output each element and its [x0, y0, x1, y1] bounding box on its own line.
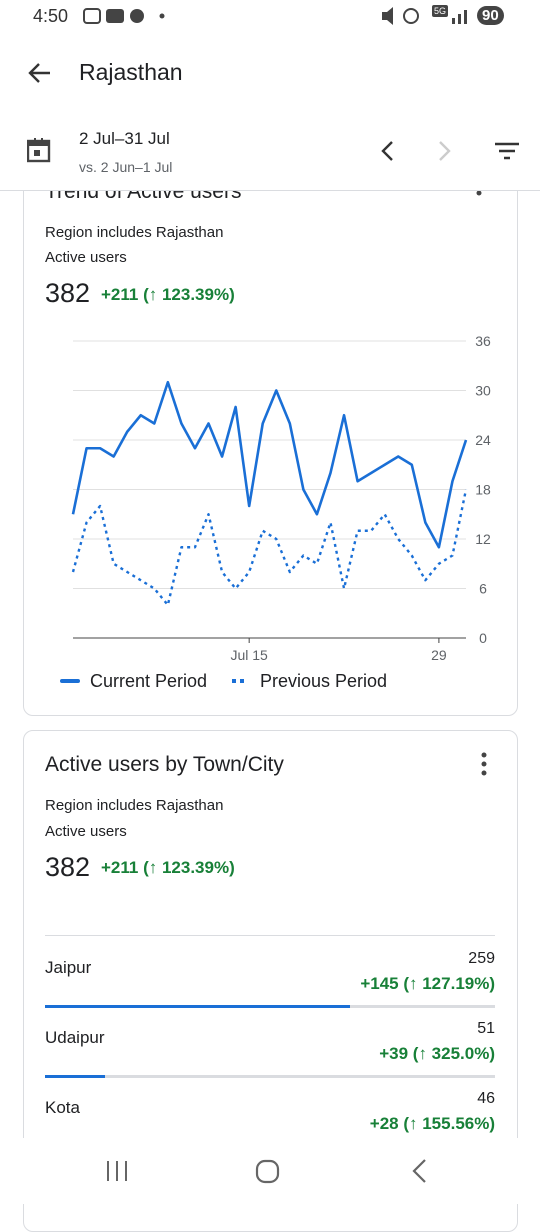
page-title: Rajasthan	[79, 59, 183, 85]
filter-button[interactable]	[494, 142, 520, 160]
status-icons	[83, 8, 165, 24]
city-name: Kota	[45, 1098, 80, 1117]
city-name: Udaipur	[45, 1028, 105, 1047]
city-value: 259	[468, 950, 495, 967]
metric-name: Active users	[45, 823, 127, 840]
city-change: +28 (↑ 155.56%)	[369, 1114, 495, 1133]
legend-label: Previous Period	[260, 671, 387, 691]
x-tick-label: 29	[431, 647, 447, 663]
region-note: Region includes Rajasthan	[45, 797, 224, 814]
nav-icons	[107, 1159, 426, 1184]
date-range[interactable]: 2 Jul–31 Jul	[79, 129, 170, 148]
network-badge: 5G	[432, 5, 449, 17]
city-change: +145 (↑ 127.19%)	[360, 974, 495, 993]
y-tick-label: 18	[475, 482, 491, 498]
card-title: Active users by Town/City	[45, 753, 284, 776]
trend-chart: 0 6 12 18 24 30 36 Jul 15 29 Current Period Previo…	[60, 333, 491, 691]
next-button[interactable]	[436, 140, 452, 162]
metric-name: Active users	[45, 249, 127, 266]
battery: 90	[477, 6, 504, 25]
y-tick-label: 36	[475, 333, 491, 349]
previous-button[interactable]	[380, 140, 396, 162]
series-line	[71, 380, 468, 549]
bar-track	[45, 1075, 495, 1078]
more-menu[interactable]	[481, 752, 487, 783]
back-button[interactable]	[26, 60, 52, 86]
y-tick-label: 30	[475, 383, 491, 399]
app-header: 4:50 5G 90 Rajasthan 2 Jul–31 Jul vs. 2 …	[0, 0, 540, 191]
y-tick-label: 6	[479, 581, 487, 597]
city-change: +39 (↑ 325.0%)	[379, 1044, 495, 1063]
y-tick-label: 24	[475, 432, 491, 448]
metric-change: +211 (↑ 123.39%)	[101, 858, 235, 877]
y-tick-label: 12	[475, 531, 491, 547]
calendar-icon[interactable]	[27, 137, 51, 163]
metric-total: 382	[45, 278, 91, 308]
trend-card	[23, 150, 518, 716]
city-value: 46	[477, 1090, 495, 1107]
metric-change: +211 (↑ 123.39%)	[101, 285, 235, 304]
series-line	[71, 489, 468, 607]
system-icons	[382, 7, 467, 25]
city-bar	[45, 1005, 351, 1008]
clock: 4:50	[33, 6, 69, 26]
metric-total: 382	[45, 852, 91, 882]
city-name: Jaipur	[45, 958, 92, 977]
nav-bar	[0, 1138, 540, 1204]
comparison-range: vs. 2 Jun–1 Jul	[79, 159, 173, 175]
x-tick-label: Jul 15	[230, 647, 268, 663]
legend-label: Current Period	[90, 671, 207, 691]
city-value: 51	[477, 1020, 495, 1037]
divider	[45, 935, 495, 936]
y-tick-label: 0	[479, 630, 487, 646]
region-note: Region includes Rajasthan	[45, 224, 224, 241]
city-bar	[45, 1075, 106, 1078]
